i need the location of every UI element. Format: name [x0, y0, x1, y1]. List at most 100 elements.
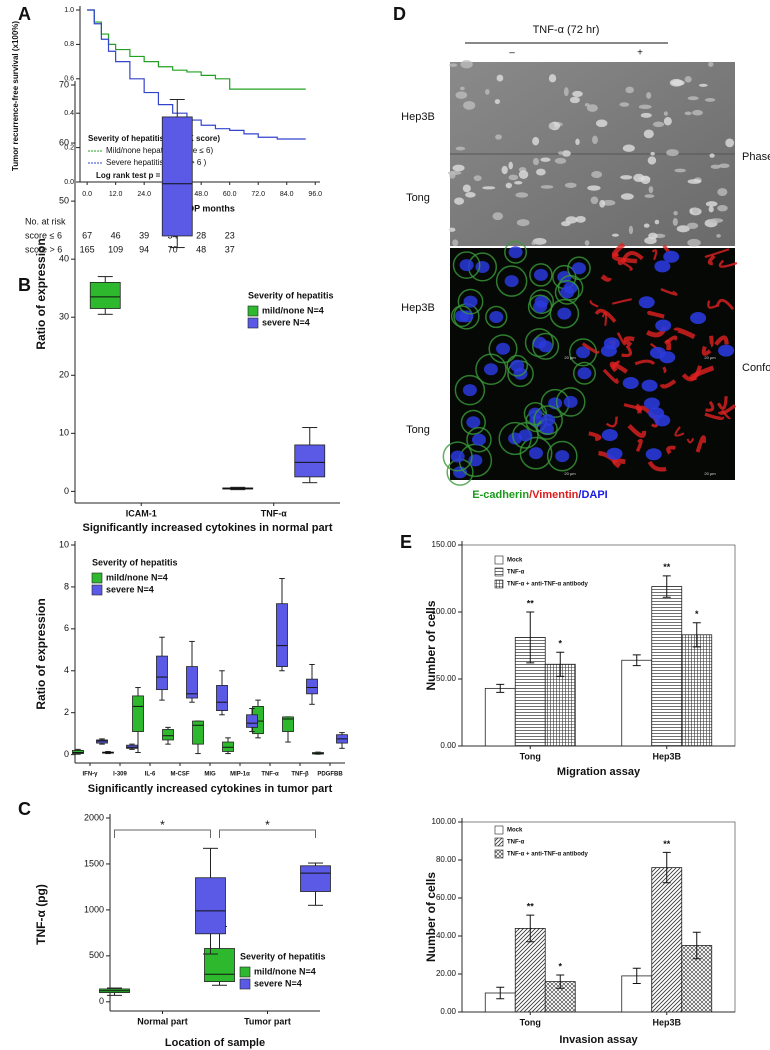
- stain-legend: E-cadherin/Vimentin/DAPI: [472, 489, 608, 501]
- phase-cell: [705, 201, 718, 207]
- box: [222, 741, 234, 752]
- panel-letter: E: [400, 532, 412, 552]
- x-axis-title: Post OP months: [165, 203, 235, 213]
- significance-label: *: [160, 818, 165, 832]
- vimentin-fiber: [721, 409, 732, 420]
- phase-cell: [672, 218, 678, 226]
- phase-cell: [532, 237, 547, 245]
- nucleus: [471, 433, 486, 446]
- phase-cell: [619, 102, 630, 107]
- annotation: Log rank test p = 0.002: [96, 171, 183, 180]
- risk-value: 23: [225, 230, 235, 240]
- phase-cell: [709, 153, 715, 158]
- legend-swatch: [239, 978, 251, 990]
- phase-cell: [505, 182, 513, 189]
- legend-swatch: [494, 837, 504, 847]
- y-tick-label: 20.00: [436, 969, 457, 978]
- phase-cell: [586, 104, 598, 112]
- box: [282, 716, 294, 732]
- box: [89, 281, 121, 309]
- column-label: –: [509, 48, 515, 59]
- phase-cell: [575, 215, 586, 223]
- phase-cell: [725, 138, 735, 148]
- x-tick-label: ICAM-1: [126, 508, 157, 518]
- nucleus: [655, 319, 672, 332]
- x-tick-label: IL-6: [145, 772, 156, 778]
- stain-legend-part: E-cadherin: [472, 489, 529, 501]
- cell-layer: [442, 60, 738, 486]
- phase-cell: [709, 218, 724, 223]
- phase-cell: [465, 191, 476, 198]
- panel-letter: A: [18, 4, 31, 24]
- phase-cell: [620, 193, 634, 200]
- vimentin-fiber: [589, 299, 599, 308]
- phase-cell: [548, 122, 555, 130]
- panel-letter: C: [18, 799, 31, 819]
- phase-cell: [455, 146, 466, 151]
- nucleus: [577, 367, 592, 380]
- phase-cell: [704, 98, 716, 102]
- phase-cell: [565, 216, 578, 224]
- x-tick-label: MIP-1α: [230, 772, 250, 778]
- scale-bar-label: 20 µm: [564, 471, 576, 476]
- vimentin-fiber: [707, 254, 716, 266]
- y-axis-title: Tumor recurrence-free survival (x100%): [11, 21, 20, 171]
- risk-value: 109: [108, 244, 123, 254]
- nucleus: [563, 395, 578, 408]
- risk-value: 37: [225, 244, 235, 254]
- phase-cell: [671, 79, 685, 86]
- phase-cell: [508, 174, 519, 181]
- phase-cell: [558, 151, 564, 155]
- y-tick-label: 20: [59, 370, 69, 380]
- vimentin-fiber: [681, 365, 703, 382]
- phase-cell: [643, 223, 650, 228]
- risk-value: 39: [139, 230, 149, 240]
- y-tick-label: 10: [59, 539, 69, 549]
- phase-cell: [647, 156, 657, 165]
- ecad-cell: [452, 251, 481, 279]
- legend-label: mild/none N=4: [106, 572, 168, 582]
- nucleus: [638, 296, 655, 309]
- vimentin-fiber: [612, 298, 632, 305]
- y-tick-label: 150.00: [432, 540, 457, 549]
- x-tick-label: I-309: [113, 772, 127, 778]
- legend-swatch: [494, 555, 504, 565]
- y-tick-label: 500: [89, 950, 104, 960]
- nucleus: [468, 454, 483, 467]
- phase-cell: [454, 197, 465, 205]
- ecad-cell: [555, 387, 586, 417]
- error-bar: [692, 931, 701, 960]
- nucleus: [541, 414, 556, 427]
- error-bar: [526, 914, 535, 943]
- x-tick-label: PDGFBB: [317, 772, 343, 778]
- ecad-cell: [475, 353, 507, 386]
- nucleus: [533, 268, 548, 281]
- phase-cell: [590, 196, 599, 205]
- treatment-title: TNF-α (72 hr): [533, 24, 600, 36]
- vimentin-fiber: [622, 262, 633, 271]
- vimentin-fiber: [602, 368, 619, 384]
- phase-cell: [554, 157, 567, 164]
- y-tick-label: 50.00: [436, 674, 457, 683]
- phase-cell: [563, 87, 569, 97]
- bar: [484, 687, 516, 747]
- phase-cell: [710, 164, 721, 169]
- nucleus: [459, 310, 474, 323]
- x-tick-label: Tong: [520, 751, 541, 761]
- phase-cell: [648, 186, 654, 194]
- x-axis-title: Location of sample: [165, 1037, 265, 1049]
- y-tick-label: 40: [59, 254, 69, 264]
- phase-cell: [708, 206, 714, 213]
- phase-cell: [532, 136, 540, 146]
- phase-cell: [561, 150, 571, 157]
- survival-curve: [87, 9, 306, 90]
- phase-cell: [622, 144, 635, 152]
- legend-label: severe N=4: [106, 584, 154, 594]
- vimentin-fiber: [660, 288, 678, 296]
- phase-cell: [462, 184, 471, 193]
- survival-curve: [87, 9, 306, 140]
- vimentin-fiber: [594, 308, 617, 323]
- bar: [621, 659, 653, 747]
- nucleus: [489, 310, 504, 323]
- legend-label: severe N=4: [254, 978, 302, 988]
